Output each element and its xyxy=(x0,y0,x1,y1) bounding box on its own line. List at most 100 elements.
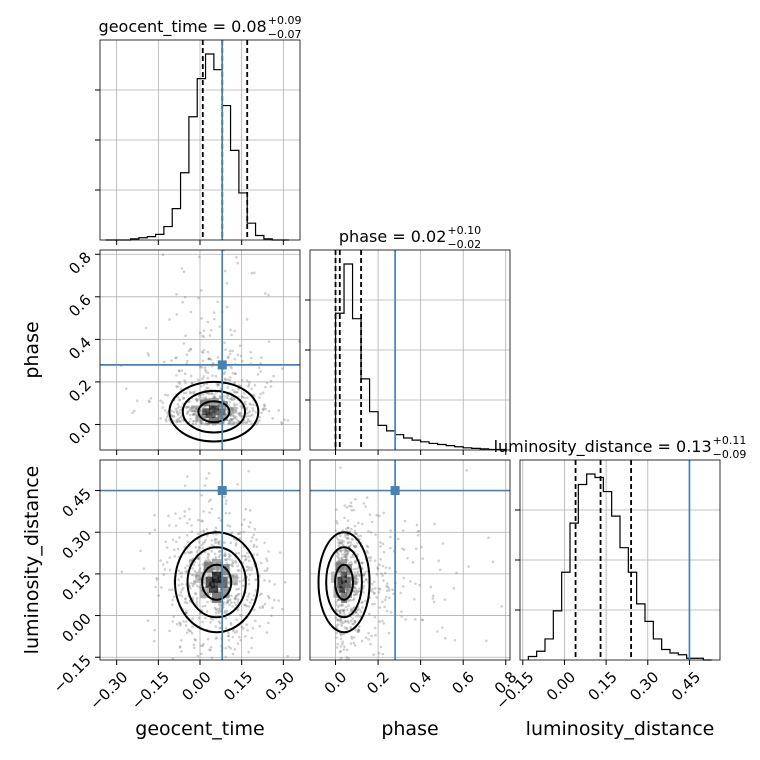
sample-point xyxy=(263,569,266,573)
sample-point xyxy=(200,410,204,413)
sample-point xyxy=(339,649,342,653)
sample-point xyxy=(355,590,359,594)
sample-point xyxy=(233,404,237,407)
sample-point xyxy=(337,541,340,545)
sample-point xyxy=(355,675,358,678)
sample-point xyxy=(347,590,350,594)
sample-point xyxy=(353,593,356,596)
sample-point xyxy=(195,416,198,419)
sample-point xyxy=(369,556,373,559)
sample-point xyxy=(345,587,349,590)
sample-point xyxy=(354,610,358,614)
sample-point xyxy=(225,408,229,411)
sample-point xyxy=(214,526,218,529)
sample-point xyxy=(340,575,344,579)
sample-point xyxy=(178,645,182,648)
sample-point xyxy=(190,381,194,385)
sample-point xyxy=(340,572,344,575)
sample-point xyxy=(226,386,230,389)
sample-point xyxy=(258,419,261,422)
sample-point xyxy=(217,620,221,623)
sample-point xyxy=(365,549,369,553)
sample-point xyxy=(250,646,253,650)
sample-point xyxy=(345,549,349,553)
sample-point xyxy=(183,372,187,376)
sample-point xyxy=(159,417,163,420)
sample-point xyxy=(223,588,227,592)
sample-point xyxy=(180,650,183,653)
sample-point xyxy=(216,300,220,304)
sample-point xyxy=(354,545,357,549)
sample-point xyxy=(205,407,208,411)
sample-point xyxy=(273,598,276,602)
sample-point xyxy=(200,401,204,404)
sample-point xyxy=(261,391,265,395)
sample-point xyxy=(356,608,359,612)
sample-point xyxy=(234,421,237,425)
sample-point xyxy=(336,605,340,609)
contour-level-3 xyxy=(334,563,354,601)
sample-point xyxy=(244,421,248,424)
sample-point xyxy=(202,530,206,533)
sample-point xyxy=(214,601,217,604)
sample-point xyxy=(381,600,384,604)
sample-point xyxy=(225,601,228,605)
sample-point xyxy=(168,629,171,633)
sample-point xyxy=(362,580,366,583)
sample-point xyxy=(199,384,203,388)
sample-point xyxy=(263,602,267,606)
sample-point xyxy=(216,417,220,421)
sample-point xyxy=(218,550,221,553)
sample-point xyxy=(182,270,186,274)
sample-point xyxy=(345,567,349,571)
sample-point xyxy=(191,582,195,586)
sample-point xyxy=(168,556,171,559)
sample-point xyxy=(189,310,193,314)
sample-point xyxy=(420,618,424,622)
sample-point xyxy=(357,625,361,629)
sample-point xyxy=(342,578,346,581)
sample-point xyxy=(369,642,372,646)
sample-point xyxy=(214,557,217,561)
sample-point xyxy=(357,573,360,577)
sample-point xyxy=(217,607,220,611)
sample-point xyxy=(235,618,238,622)
sample-point xyxy=(212,567,216,571)
sample-point xyxy=(347,537,350,540)
sample-point xyxy=(334,562,338,565)
sample-point xyxy=(219,396,222,400)
sample-point xyxy=(416,533,420,537)
sample-point xyxy=(175,418,178,422)
sample-point xyxy=(346,541,350,545)
sample-point xyxy=(233,596,237,600)
sample-point xyxy=(360,561,363,564)
sample-point xyxy=(247,650,251,654)
sample-point xyxy=(241,561,245,565)
sample-point xyxy=(441,626,444,629)
sample-point xyxy=(339,559,343,562)
sample-point xyxy=(357,628,361,632)
sample-point xyxy=(223,395,226,398)
sample-point xyxy=(343,613,347,617)
sample-point xyxy=(235,594,239,598)
sample-point xyxy=(184,598,187,601)
sample-point xyxy=(337,598,341,601)
sample-point xyxy=(191,406,194,409)
sample-point xyxy=(235,406,239,410)
panel-title: phase = 0.02 xyxy=(339,227,446,246)
sample-point xyxy=(183,566,187,570)
sample-point xyxy=(355,593,358,596)
sample-point xyxy=(228,603,231,607)
sample-point xyxy=(242,579,245,583)
sample-point xyxy=(213,417,217,421)
sample-point xyxy=(409,580,412,583)
sample-point xyxy=(247,383,251,387)
sample-point xyxy=(247,578,251,582)
sample-point xyxy=(228,557,232,561)
sample-point xyxy=(278,551,282,554)
sample-point xyxy=(362,502,366,505)
sample-point xyxy=(197,545,201,549)
sample-point xyxy=(391,588,394,592)
sample-point xyxy=(188,413,192,417)
sample-point xyxy=(351,538,354,541)
